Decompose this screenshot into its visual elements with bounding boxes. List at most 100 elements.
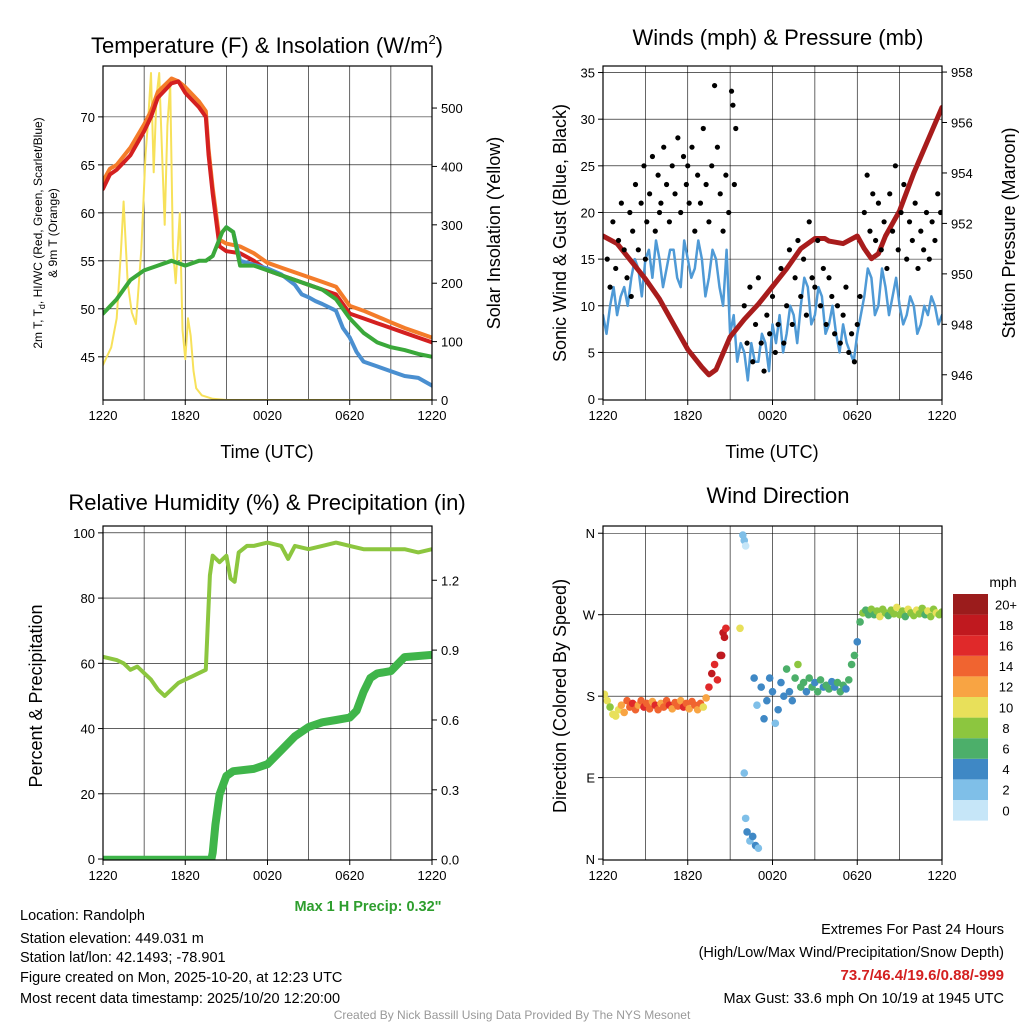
gust-point: [697, 200, 704, 206]
gust-point: [820, 265, 826, 272]
x-tick-label: 0020: [758, 868, 787, 883]
direction-point: [794, 660, 802, 669]
y-tick-label: 65: [81, 158, 95, 173]
gust-point: [661, 144, 667, 150]
direction-point: [750, 674, 758, 682]
gust-point: [615, 237, 622, 244]
direction-point: [668, 705, 677, 713]
y2-tick-label: 956: [951, 116, 973, 131]
temperature-y-label-line2: & 9m T (Orange): [46, 188, 60, 278]
solar-insolation-line: [103, 72, 432, 400]
colorbar-tick-label: 14: [999, 659, 1013, 674]
gust-point: [915, 265, 921, 272]
colorbar-swatch: [953, 779, 988, 800]
gust-point: [815, 237, 821, 244]
gust-point: [764, 312, 770, 318]
direction-point: [788, 696, 797, 705]
y-tick-label: N: [586, 526, 595, 541]
plot-frame: [102, 525, 433, 861]
y2-tick-label: 0.6: [441, 713, 459, 728]
max-gust-text: Max Gust: 33.6 mph On 10/19 at 1945 UTC: [724, 991, 1004, 1007]
x-tick-label: 1220: [589, 868, 618, 883]
y-tick-label: 60: [81, 206, 95, 221]
gust-point: [761, 368, 767, 374]
colorbar-tick-label: 18: [999, 618, 1013, 633]
y-tick-label: E: [586, 771, 595, 786]
direction-point: [611, 712, 620, 720]
gust-point: [758, 340, 764, 346]
gust-point: [772, 349, 778, 356]
x-tick-label: 1220: [589, 408, 618, 423]
gust-point: [649, 153, 656, 160]
gust-point: [904, 256, 910, 262]
gust-point: [741, 303, 747, 309]
winds-x-label: Time (UTC): [725, 442, 818, 462]
gust-point: [912, 200, 918, 206]
gust-point: [666, 219, 672, 225]
gust-point: [675, 135, 681, 141]
x-tick-label: 1220: [89, 408, 118, 423]
y-tick-label: 25: [581, 159, 595, 174]
gust-point: [803, 312, 810, 318]
direction-point: [799, 678, 808, 687]
direction-point: [833, 678, 842, 687]
gust-point: [898, 209, 904, 216]
wind-y-label: Sonic Wind & Gust (Blue, Black): [550, 104, 570, 362]
y2-tick-label: 0.3: [441, 783, 459, 798]
colorbar-swatch: [953, 594, 988, 615]
gust-point: [728, 88, 735, 94]
x-tick-label: 0020: [253, 868, 282, 883]
colorbar-label: mph: [989, 574, 1016, 590]
gust-point: [906, 219, 913, 225]
plot-frame: [102, 65, 433, 401]
y2-tick-label: 948: [951, 317, 973, 332]
gust-point: [854, 321, 860, 328]
y-tick-label: 35: [581, 66, 595, 81]
y-tick-label: S: [586, 689, 595, 704]
precipitation-line: [103, 650, 432, 860]
colorbar-swatch: [953, 697, 988, 718]
y-tick-label: 70: [81, 110, 95, 125]
humidity-panel: 0 20 40 60 80 100 0.0 0.3 0.6 0.9 1.2 1220 1820 0020 0…: [73, 525, 459, 883]
gust-point: [669, 163, 675, 169]
direction-point: [771, 719, 780, 728]
colorbar-tick-label: 2: [1002, 783, 1009, 798]
gust-point: [630, 228, 636, 234]
gust-point: [798, 293, 804, 300]
max-precip-label: Max 1 H Precip: 0.32": [294, 899, 441, 915]
direction-point: [676, 696, 685, 705]
gust-point: [726, 209, 732, 216]
direction-point: [705, 683, 713, 691]
gust-point: [884, 265, 890, 272]
winds-panel-title: Winds (mph) & Pressure (mb): [633, 25, 924, 50]
gust-point: [837, 340, 843, 346]
y2-tick-label: 950: [951, 267, 973, 282]
gust-point: [786, 247, 793, 253]
direction-point: [740, 769, 749, 777]
solar-y2-label: Solar Insolation (Yellow): [484, 137, 504, 329]
x-tick-label: 0020: [253, 408, 282, 423]
gust-point: [881, 219, 887, 225]
x-tick-label: 1220: [89, 868, 118, 883]
credit-text: Created By Nick Bassill Using Data Provi…: [334, 1008, 691, 1022]
latlon-text: Station lat/lon: 42.1493; -78.901: [20, 950, 226, 966]
gust-point: [752, 321, 759, 328]
gust-point: [686, 200, 692, 206]
gust-point: [685, 163, 691, 169]
gust-point: [892, 163, 898, 169]
direction-point: [901, 612, 910, 621]
gust-point: [638, 200, 644, 206]
direction-point: [842, 685, 850, 693]
direction-point: [802, 687, 811, 696]
direction-point: [743, 828, 751, 836]
y2-tick-label: 0.9: [441, 643, 459, 658]
gust-point: [683, 181, 689, 188]
direction-point: [702, 694, 710, 702]
winds-data: [603, 82, 942, 382]
location-text: Location: Randolph: [20, 908, 145, 924]
gust-point: [921, 247, 927, 253]
gust-point: [750, 359, 756, 365]
gust-point: [730, 102, 736, 108]
gust-point: [878, 247, 884, 253]
